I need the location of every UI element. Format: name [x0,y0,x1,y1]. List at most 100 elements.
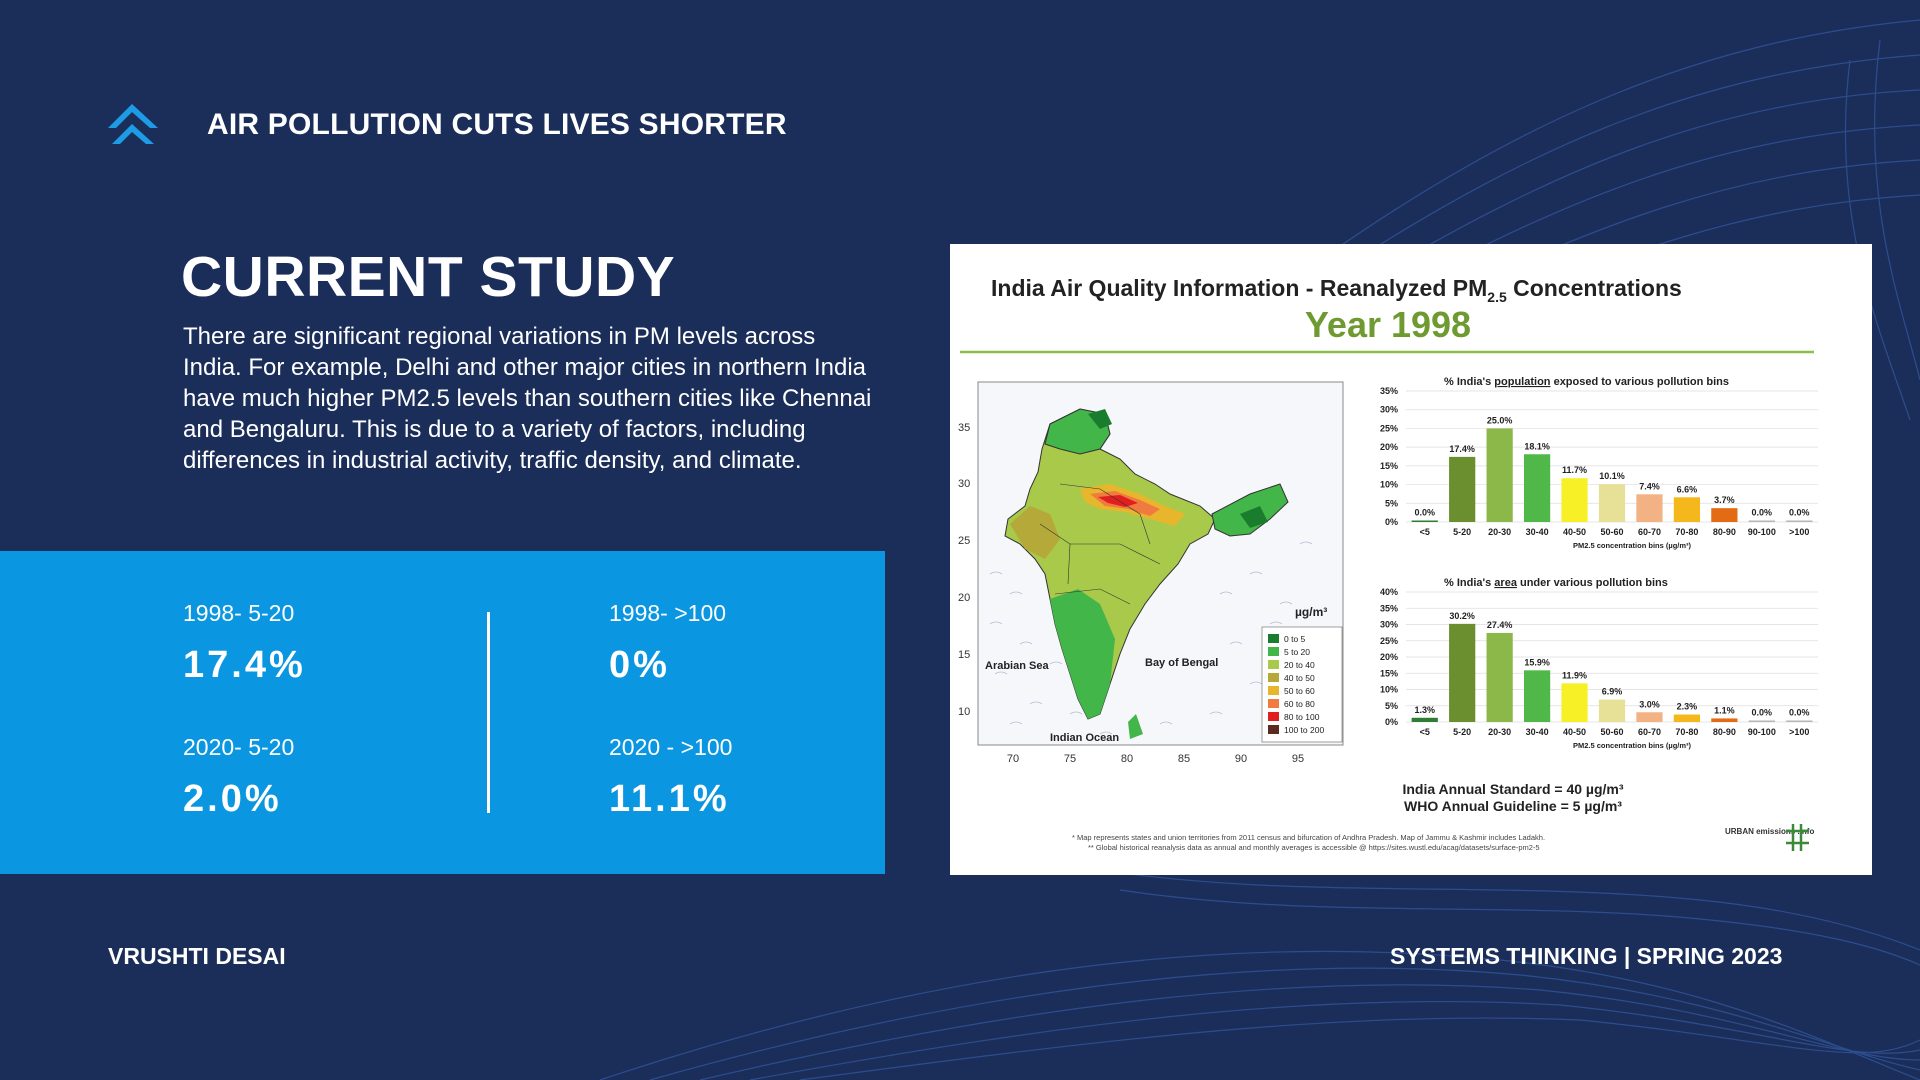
bar-value-label: 0.0% [1789,708,1810,718]
bar-value-label: 1.1% [1714,705,1735,715]
svg-text:30: 30 [958,478,970,490]
svg-text:35: 35 [958,422,970,434]
y-tick-label: 20% [1380,442,1398,452]
x-tick-label: 5-20 [1453,727,1471,737]
bar-value-label: 11.9% [1562,670,1587,680]
study-heading: CURRENT STUDY [181,245,676,309]
bar [1748,520,1775,522]
stats-divider [487,612,490,813]
bar [1673,714,1701,722]
area-chart-title: % India's area under various pollution b… [1444,577,1668,589]
chart-card-year: Year 1998 [1305,304,1471,345]
bar [1786,520,1813,522]
map-legend-unit: µg/m³ [1295,605,1327,619]
y-tick-label: 40% [1380,587,1398,597]
x-tick-label: <5 [1420,527,1430,537]
bar [1561,478,1588,522]
study-body-text: There are significant regional variation… [183,323,872,474]
y-tick-label: 25% [1380,423,1398,433]
x-tick-label: 90-100 [1748,527,1776,537]
bar-value-label: 3.7% [1714,495,1735,505]
bar-value-label: 2.3% [1677,702,1698,712]
bar-value-label: 18.1% [1524,441,1550,451]
stat-value-1998-over-100: 0% [609,644,670,686]
deck-title: AIR POLLUTION CUTS LIVES SHORTER [207,108,787,141]
logo-chevron-icon [108,104,158,144]
course-term: SYSTEMS THINKING | SPRING 2023 [1390,943,1783,969]
map-legend-label: 50 to 60 [1284,686,1315,696]
y-tick-label: 15% [1380,461,1398,471]
y-tick-label: 5% [1385,701,1398,711]
bar-value-label: 10.1% [1599,471,1625,481]
label-indian-ocean: Indian Ocean [1050,732,1119,744]
map-legend-label: 100 to 200 [1284,725,1324,735]
y-tick-label: 20% [1380,652,1398,662]
brand-text: URBAN emissions .info [1725,827,1814,836]
bar-value-label: 6.9% [1602,687,1623,697]
brand-grid-icon [1786,824,1809,851]
map-legend-label: 5 to 20 [1284,647,1310,657]
area-bar-chart: 40% 35% 30% 25% 20% 15% 10% 5% 0% 1.3% <5 30.2% 5-20… [1380,587,1818,750]
bar [1673,497,1701,522]
x-tick-label: 30-40 [1526,527,1549,537]
map-legend-label: 60 to 80 [1284,699,1315,709]
label-bay-of-bengal: Bay of Bengal [1145,657,1218,669]
bar [1523,670,1551,722]
bar [1786,720,1813,722]
bar [1449,623,1476,722]
pm25-chart-card: India Air Quality Information - Reanalyz… [950,244,1872,875]
svg-text:25: 25 [958,535,970,547]
bar [1486,632,1513,722]
y-tick-label: 0% [1385,717,1398,727]
bar [1711,508,1738,522]
svg-text:80: 80 [1121,753,1133,765]
map-legend-swatch [1268,712,1279,721]
chart-card-title: India Air Quality Information - Reanalyz… [991,275,1682,305]
bar [1523,454,1551,522]
map-legend-label: 20 to 40 [1284,660,1315,670]
svg-text:15: 15 [958,649,970,661]
svg-text:10: 10 [958,706,970,718]
bar-value-label: 6.6% [1677,484,1698,494]
x-axis-label: PM2.5 concentration bins (µg/m³) [1573,541,1692,550]
map-legend-swatch [1268,725,1279,734]
x-tick-label: 50-60 [1600,527,1623,537]
y-tick-label: 10% [1380,685,1398,695]
stat-value-1998-5-20: 17.4% [183,644,306,686]
x-tick-label: 90-100 [1748,727,1776,737]
y-tick-label: 0% [1385,517,1398,527]
map-legend-box [1261,626,1343,743]
map-lon-ticks: 70 75 80 85 90 95 [1007,753,1304,765]
population-chart-title: % India's population exposed to various … [1444,376,1729,388]
y-tick-label: 30% [1380,620,1398,630]
bar [1598,484,1626,522]
sea-hatching [989,541,1313,735]
x-tick-label: >100 [1789,727,1809,737]
x-tick-label: 30-40 [1526,727,1549,737]
x-tick-label: 5-20 [1453,527,1471,537]
map-legend-label: 0 to 5 [1284,634,1306,644]
population-bar-chart: 35% 30% 25% 20% 15% 10% 5% 0% 0.0% <5 17.4% 5-20 25.… [1380,386,1818,550]
map-legend-swatch [1268,673,1279,682]
x-tick-label: 60-70 [1638,727,1661,737]
bar-value-label: 0.0% [1752,708,1773,718]
y-tick-label: 30% [1380,405,1398,415]
map-legend-swatch [1268,660,1279,669]
pm25-infographic: India Air Quality Information - Reanalyz… [958,275,1818,852]
x-tick-label: 20-30 [1488,527,1511,537]
bar [1598,699,1626,722]
bar-value-label: 7.4% [1639,481,1660,491]
bar-value-label: 0.0% [1752,508,1773,518]
bar-value-label: 0.0% [1789,508,1810,518]
map-legend-swatch [1268,686,1279,695]
stat-label-1998-over-100: 1998- >100 [609,600,727,626]
bar [1636,712,1663,722]
stat-label-2020-over-100: 2020 - >100 [609,734,733,760]
footnote-2: ** Global historical reanalysis data as … [1088,843,1540,852]
x-tick-label: 40-50 [1563,727,1586,737]
map-lat-ticks: 35 30 25 20 15 10 [958,422,970,718]
bar-value-label: 25.0% [1487,415,1513,425]
bar-value-label: 15.9% [1524,657,1550,667]
bar-value-label: 27.4% [1487,620,1513,630]
bar-value-label: 17.4% [1449,444,1475,454]
